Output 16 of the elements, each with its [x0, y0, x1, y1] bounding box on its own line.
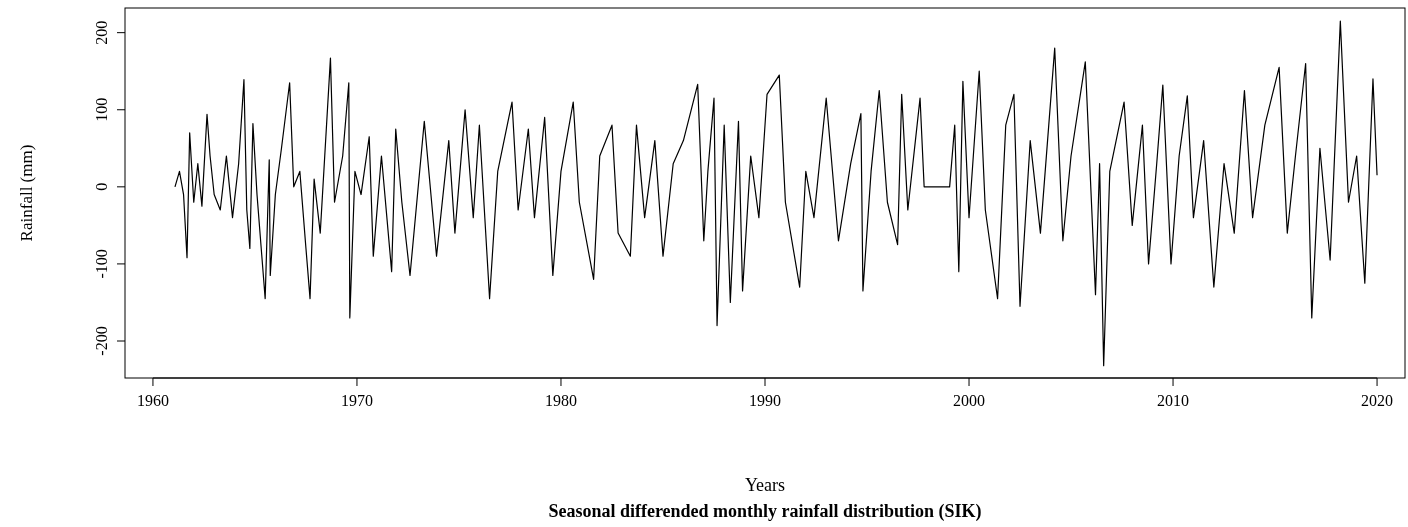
x-tick-label: 1960: [136, 392, 169, 409]
x-axis-title: Years: [744, 475, 786, 495]
x-tick-label: 1970: [340, 392, 373, 409]
y-tick-label: 100: [93, 97, 110, 122]
x-tick-label: 2000: [953, 392, 986, 409]
y-tick-label: 200: [93, 20, 110, 45]
x-tick-label: 1980: [544, 392, 577, 409]
text: Seasonal differended monthly rainfall distribution (SIK): [548, 501, 982, 522]
y-tick-label: -100: [93, 249, 110, 279]
x-tick-label: 2010: [1157, 392, 1190, 409]
x-tick-label: 2020: [1361, 392, 1394, 409]
x-tick-label: 1990: [749, 392, 781, 409]
y-tick-label: -200: [93, 326, 110, 356]
line-series: [174, 20, 1378, 367]
y-axis-title: Rainfall (mm): [17, 144, 36, 242]
y-tick-label: 0: [93, 182, 110, 191]
